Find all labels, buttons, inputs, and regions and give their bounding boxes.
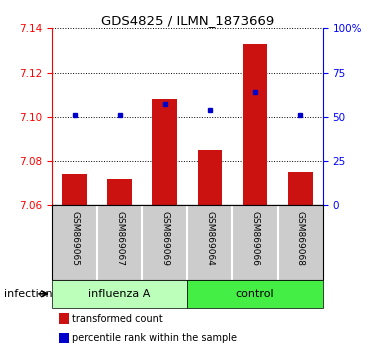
Text: GSM869064: GSM869064 xyxy=(206,211,214,266)
Title: GDS4825 / ILMN_1873669: GDS4825 / ILMN_1873669 xyxy=(101,14,274,27)
Text: influenza A: influenza A xyxy=(88,289,151,299)
Bar xyxy=(243,44,267,205)
Text: transformed count: transformed count xyxy=(72,314,163,324)
Text: GSM869065: GSM869065 xyxy=(70,211,79,266)
Bar xyxy=(187,205,233,280)
Bar xyxy=(52,205,97,280)
Text: infection: infection xyxy=(4,289,52,299)
Text: percentile rank within the sample: percentile rank within the sample xyxy=(72,333,237,343)
Bar xyxy=(278,205,323,280)
Bar xyxy=(288,172,313,205)
Text: GSM869069: GSM869069 xyxy=(160,211,169,266)
Bar xyxy=(52,280,187,308)
Bar xyxy=(142,205,187,280)
Bar xyxy=(152,99,177,205)
Bar xyxy=(187,280,323,308)
Bar xyxy=(233,205,278,280)
Bar xyxy=(62,174,87,205)
Text: GSM869066: GSM869066 xyxy=(250,211,260,266)
Bar xyxy=(107,179,132,205)
Bar xyxy=(97,205,142,280)
Text: control: control xyxy=(236,289,275,299)
Bar xyxy=(197,150,222,205)
Text: GSM869068: GSM869068 xyxy=(296,211,305,266)
Text: GSM869067: GSM869067 xyxy=(115,211,124,266)
